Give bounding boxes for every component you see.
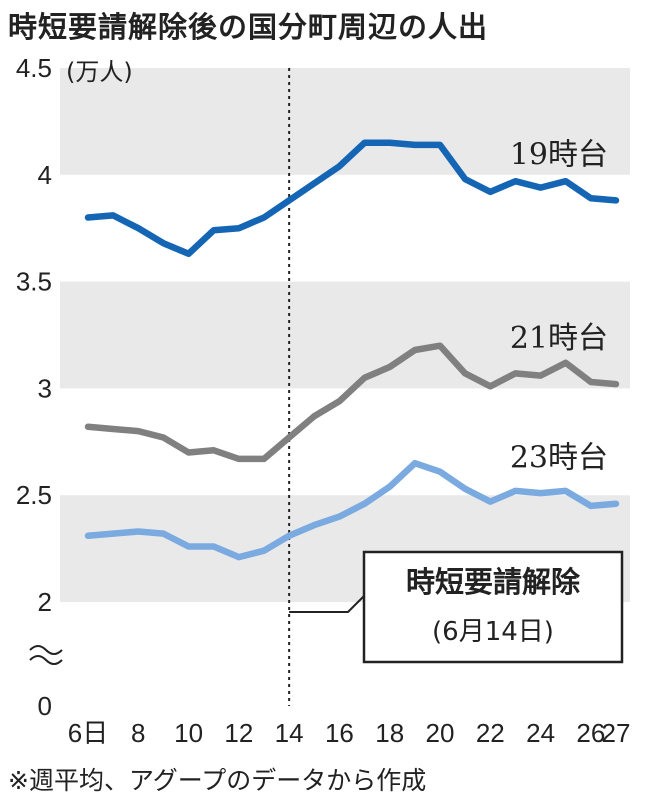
x-tick-label: 22	[476, 718, 505, 748]
x-tick-label: 26	[576, 718, 605, 748]
x-tick-label: 16	[325, 718, 354, 748]
y-tick-label: 4	[38, 160, 52, 190]
callout-leader-line	[289, 595, 365, 613]
y-axis-ticks: 0 2 2.5 3 3.5 4 4.5	[16, 53, 52, 721]
series-lines	[84, 139, 620, 561]
x-tick-label: 12	[224, 718, 253, 748]
source-note: ※週平均、アグープのデータから作成	[8, 766, 427, 795]
x-tick-label: 8	[131, 718, 145, 748]
y-tick-label: 3.5	[16, 267, 52, 297]
series-label-1: 21時台	[510, 321, 608, 356]
x-tick-label: 14	[275, 718, 304, 748]
axis-break-marker	[29, 645, 63, 665]
callout-sublabel: (6月14日)	[432, 617, 554, 647]
series-labels: 19時台 21時台 23時台	[510, 137, 608, 475]
x-tick-label: 24	[526, 718, 555, 748]
callout-box	[362, 550, 624, 664]
release-callout: 時短要請解除 (6月14日)	[289, 550, 624, 664]
y-tick-label: 3	[38, 373, 52, 403]
x-tick-label: 20	[426, 718, 455, 748]
series-line-0	[84, 139, 620, 258]
series-label-2: 23時台	[510, 441, 608, 476]
series-label-0: 19時台	[510, 137, 608, 172]
unit-label: (万人)	[66, 58, 133, 86]
y-tick-label: 2	[38, 587, 52, 617]
x-tick-label: 10	[174, 718, 203, 748]
axis-break-wave	[29, 655, 63, 665]
axis-break-wave	[29, 645, 63, 655]
line-chart: 0 2 2.5 3 3.5 4 4.5 (万人) 19時台 21時台 23時台 6日 8 10 12 1…	[16, 53, 631, 748]
chart-title: 時短要請解除後の国分町周辺の人出	[8, 10, 489, 44]
x-tick-label: 18	[375, 718, 404, 748]
x-tick-label: 27	[602, 718, 631, 748]
y-tick-label: 2.5	[16, 480, 52, 510]
callout-label: 時短要請解除	[406, 565, 581, 599]
y-tick-label: 0	[38, 691, 52, 721]
series-line-1	[84, 342, 620, 463]
grid-band	[60, 281, 630, 389]
series-line-2	[84, 459, 620, 561]
y-tick-label: 4.5	[16, 53, 52, 83]
x-tick-label: 6日	[68, 718, 108, 748]
